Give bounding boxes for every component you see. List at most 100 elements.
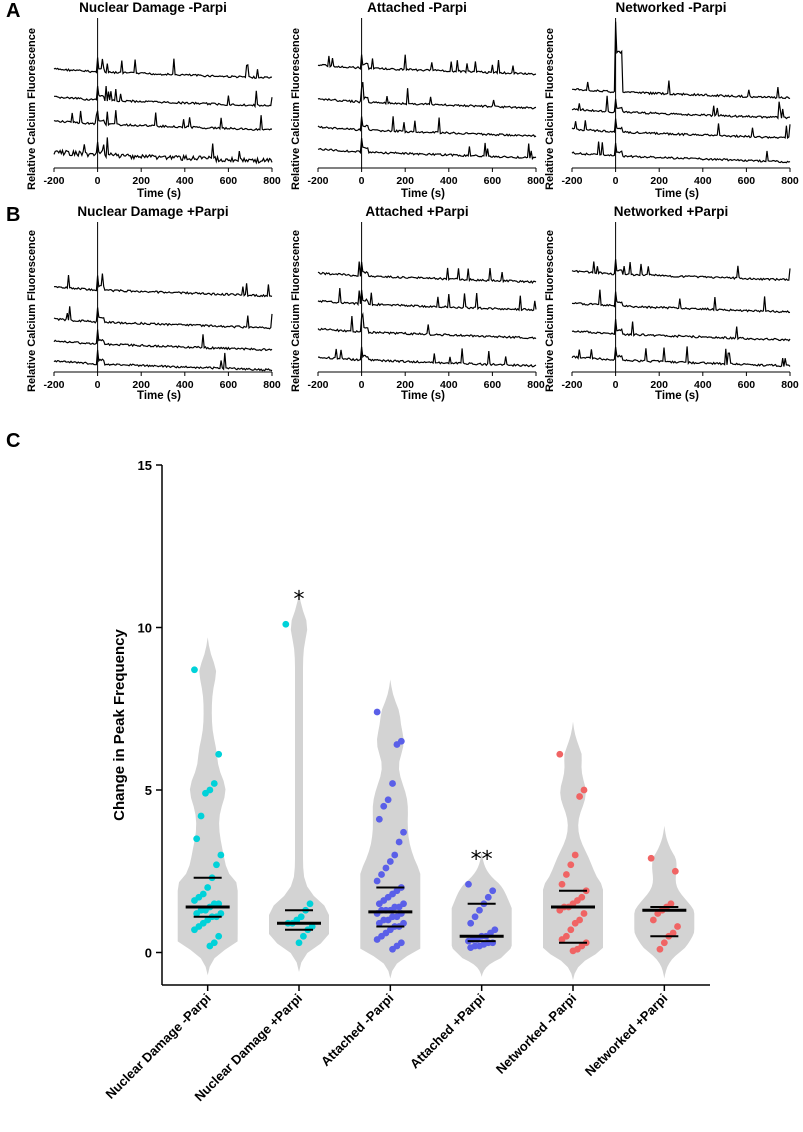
x-tick-label: -200 [307, 175, 328, 187]
data-point [567, 926, 575, 934]
data-point [393, 741, 401, 748]
data-point [389, 780, 396, 787]
data-point [563, 871, 570, 878]
x-tick-label: 400 [694, 379, 712, 391]
calcium-trace [54, 85, 273, 109]
data-point [378, 871, 385, 878]
trace-plot: -200 0 200 400 600 800 [43, 222, 281, 391]
data-point [213, 861, 220, 869]
data-point [215, 932, 223, 940]
x-tick-label: 400 [440, 379, 458, 391]
x-tick-label: 800 [527, 379, 545, 391]
data-point [373, 877, 381, 885]
data-point [197, 812, 205, 820]
data-point [391, 851, 399, 859]
data-point [471, 913, 479, 921]
calcium-trace [571, 318, 791, 342]
trace-panel-attached-plus: Attached +Parpi -200 0 200 400 600 800 Relati… [286, 204, 548, 404]
data-point [558, 880, 566, 888]
y-axis-label: Relative Calcium Fluorescence [290, 229, 302, 392]
trace-panel-attached-minus: Attached -Parpi -200 0 200 400 600 800 Relati… [286, 0, 548, 200]
trace-panel-networked-plus: Networked +Parpi -200 0 200 400 600 800 Relat… [540, 204, 802, 404]
data-point [295, 939, 303, 947]
x-tick-label: 0 [613, 379, 619, 391]
trace-plot: -200 0 200 400 600 800 [307, 18, 545, 187]
data-point [576, 793, 583, 800]
calcium-trace [53, 57, 273, 80]
data-point [191, 926, 198, 934]
data-point [375, 919, 383, 927]
x-tick-label: 600 [738, 379, 756, 391]
y-axis-label: Relative Calcium Fluorescence [290, 27, 302, 190]
x-tick-label: -200 [43, 379, 64, 391]
violin-body [360, 679, 421, 979]
x-tick-label: 200 [132, 379, 150, 391]
panel-title: Networked +Parpi [613, 204, 729, 219]
data-point [300, 932, 307, 940]
x-tick-label: 800 [527, 175, 545, 187]
x-tick-label: 200 [396, 175, 414, 187]
data-point [210, 780, 218, 787]
panel-title: Attached -Parpi [367, 0, 467, 15]
x-axis-label: Time (s) [655, 390, 699, 402]
y-axis-label: Relative Calcium Fluorescence [26, 27, 38, 190]
panel-title: Networked -Parpi [615, 0, 727, 15]
x-tick-label: 600 [484, 175, 502, 187]
data-point [467, 944, 475, 952]
x-tick-label: 400 [176, 379, 194, 391]
x-tick-label: 600 [738, 175, 756, 187]
data-point [206, 942, 214, 950]
x-tick-label: 200 [132, 175, 150, 187]
x-axis-label: Time (s) [401, 188, 445, 200]
calcium-trace [317, 261, 537, 284]
data-point [373, 708, 381, 716]
violin-body [269, 591, 329, 972]
calcium-trace [317, 81, 537, 110]
data-point [484, 893, 492, 901]
data-point [556, 750, 564, 758]
trace-plot: -200 0 200 400 600 800 [561, 18, 799, 187]
x-tick-label: 0 [359, 379, 365, 391]
x-tick-label: 800 [263, 175, 281, 187]
x-tick-label: -200 [43, 175, 64, 187]
x-tick-label: -200 [561, 379, 582, 391]
x-tick-label: 600 [484, 379, 502, 391]
x-tick-label: 400 [176, 175, 194, 187]
calcium-trace [317, 54, 537, 76]
trace-plot: -200 0 200 400 600 800 [561, 222, 799, 391]
trace-panel-nuclear-damage-plus: Nuclear Damage +Parpi -200 0 200 400 600 800 … [22, 204, 284, 404]
violin-body [543, 721, 603, 981]
calcium-trace [53, 273, 273, 298]
data-point [400, 828, 407, 836]
calcium-trace [317, 287, 537, 312]
trace-plot: -200 0 200 400 600 800 [43, 18, 281, 187]
data-point [215, 750, 223, 758]
data-point [647, 854, 655, 862]
violin-body [634, 825, 695, 979]
calcium-trace [571, 141, 791, 164]
x-tick-label: 0 [95, 175, 101, 187]
data-point [556, 906, 564, 914]
data-point [674, 923, 681, 930]
category-label: Nuclear Damage -Parpi [103, 991, 214, 1102]
data-point [389, 945, 396, 953]
x-tick-label: 400 [440, 175, 458, 187]
data-point [467, 919, 475, 927]
calcium-trace [317, 138, 537, 161]
trace-panel-networked-minus: Networked -Parpi -200 0 200 400 600 800 Relat… [540, 0, 802, 200]
calcium-trace [53, 349, 273, 372]
y-axis-label: Change in Peak Frequency [111, 628, 128, 820]
panel-title: Nuclear Damage +Parpi [77, 204, 229, 219]
violin-plot: 0 5 10 15 Change in Peak Frequency Nuclear Da… [103, 458, 710, 1104]
data-point [465, 880, 472, 888]
data-point [660, 939, 668, 947]
category-label: Networked +Parpi [582, 991, 671, 1080]
panel-letter-b: B [6, 204, 21, 226]
x-tick-label: -200 [307, 379, 328, 391]
x-tick-label: 0 [95, 379, 101, 391]
data-point [382, 864, 390, 872]
data-point [654, 910, 662, 917]
calcium-trace [571, 346, 791, 368]
data-point [395, 838, 403, 846]
data-point [571, 851, 579, 859]
